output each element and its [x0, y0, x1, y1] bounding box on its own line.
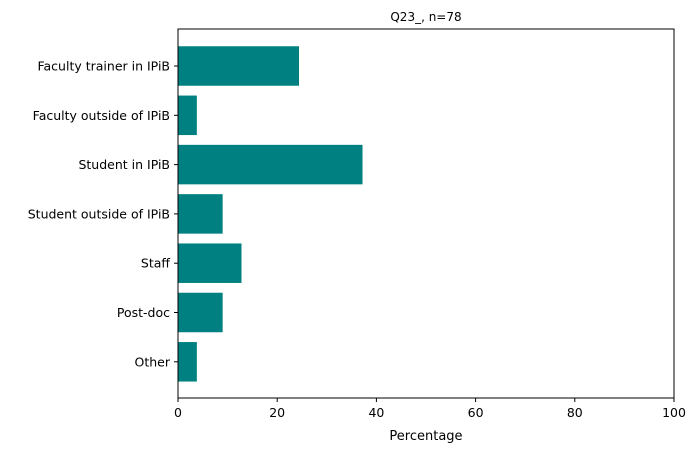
- x-axis-label: Percentage: [389, 429, 462, 444]
- x-tick-label: 20: [269, 405, 285, 420]
- y-tick-label: Staff: [141, 256, 170, 271]
- bar: [178, 292, 223, 333]
- bar: [178, 144, 363, 185]
- x-tick-label: 40: [368, 405, 384, 420]
- bars-group: [178, 46, 363, 382]
- chart-title: Q23_, n=78: [390, 10, 461, 24]
- bar: [178, 46, 300, 86]
- bar: [178, 95, 197, 136]
- y-axis: Faculty trainer in IPiB Faculty outside o…: [28, 59, 178, 369]
- y-tick-label: Student in IPiB: [78, 157, 170, 172]
- x-tick-label: 0: [174, 405, 182, 420]
- y-tick-label: Other: [135, 354, 171, 369]
- y-tick-label: Faculty outside of IPiB: [33, 108, 170, 123]
- bar: [178, 194, 223, 234]
- x-tick-label: 60: [468, 405, 484, 420]
- bar: [178, 342, 197, 382]
- y-tick-label: Post-doc: [117, 305, 170, 320]
- x-tick-label: 80: [567, 405, 583, 420]
- y-tick-label: Student outside of IPiB: [28, 206, 170, 221]
- x-axis: 0 20 40 60 80 100: [174, 398, 686, 420]
- bar: [178, 243, 242, 283]
- plot-frame: [177, 28, 675, 399]
- y-tick-label: Faculty trainer in IPiB: [37, 59, 170, 74]
- x-tick-label: 100: [662, 405, 686, 420]
